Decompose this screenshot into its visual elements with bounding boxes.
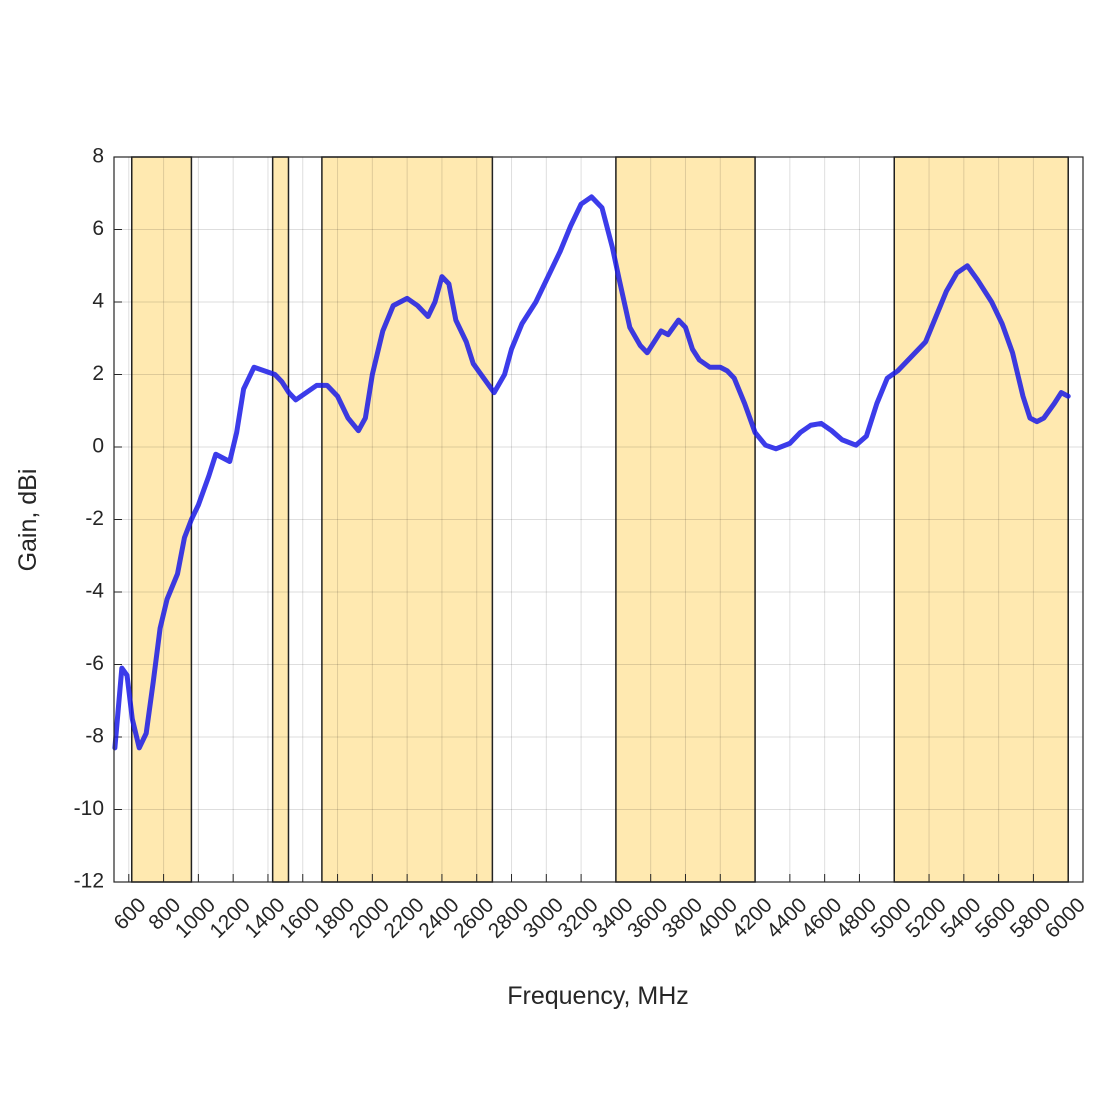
band — [615, 156, 756, 883]
y-tick-label: -6 — [85, 652, 104, 675]
y-tick-label: 8 — [92, 145, 104, 168]
y-tick-label: 0 — [92, 435, 104, 458]
band — [321, 156, 494, 883]
y-tick-label: 6 — [92, 217, 104, 240]
plot-frame — [113, 156, 1084, 883]
x-axis-label: Frequency, MHz — [507, 982, 689, 1010]
y-axis-label: Gain, dBi — [14, 469, 42, 572]
y-tick-label: -12 — [74, 870, 104, 893]
x-tick-label: 600 — [109, 893, 150, 934]
y-tick-label: -4 — [85, 580, 104, 603]
band — [130, 156, 193, 883]
line — [112, 194, 1071, 751]
y-tick-label: 2 — [92, 362, 104, 385]
y-tick-label: -2 — [85, 507, 104, 530]
y-tick-label: 4 — [92, 290, 104, 313]
y-tick-label: -8 — [85, 725, 104, 748]
y-tick-label: -10 — [74, 797, 104, 820]
x-tick-label: 6000 — [1041, 893, 1090, 942]
